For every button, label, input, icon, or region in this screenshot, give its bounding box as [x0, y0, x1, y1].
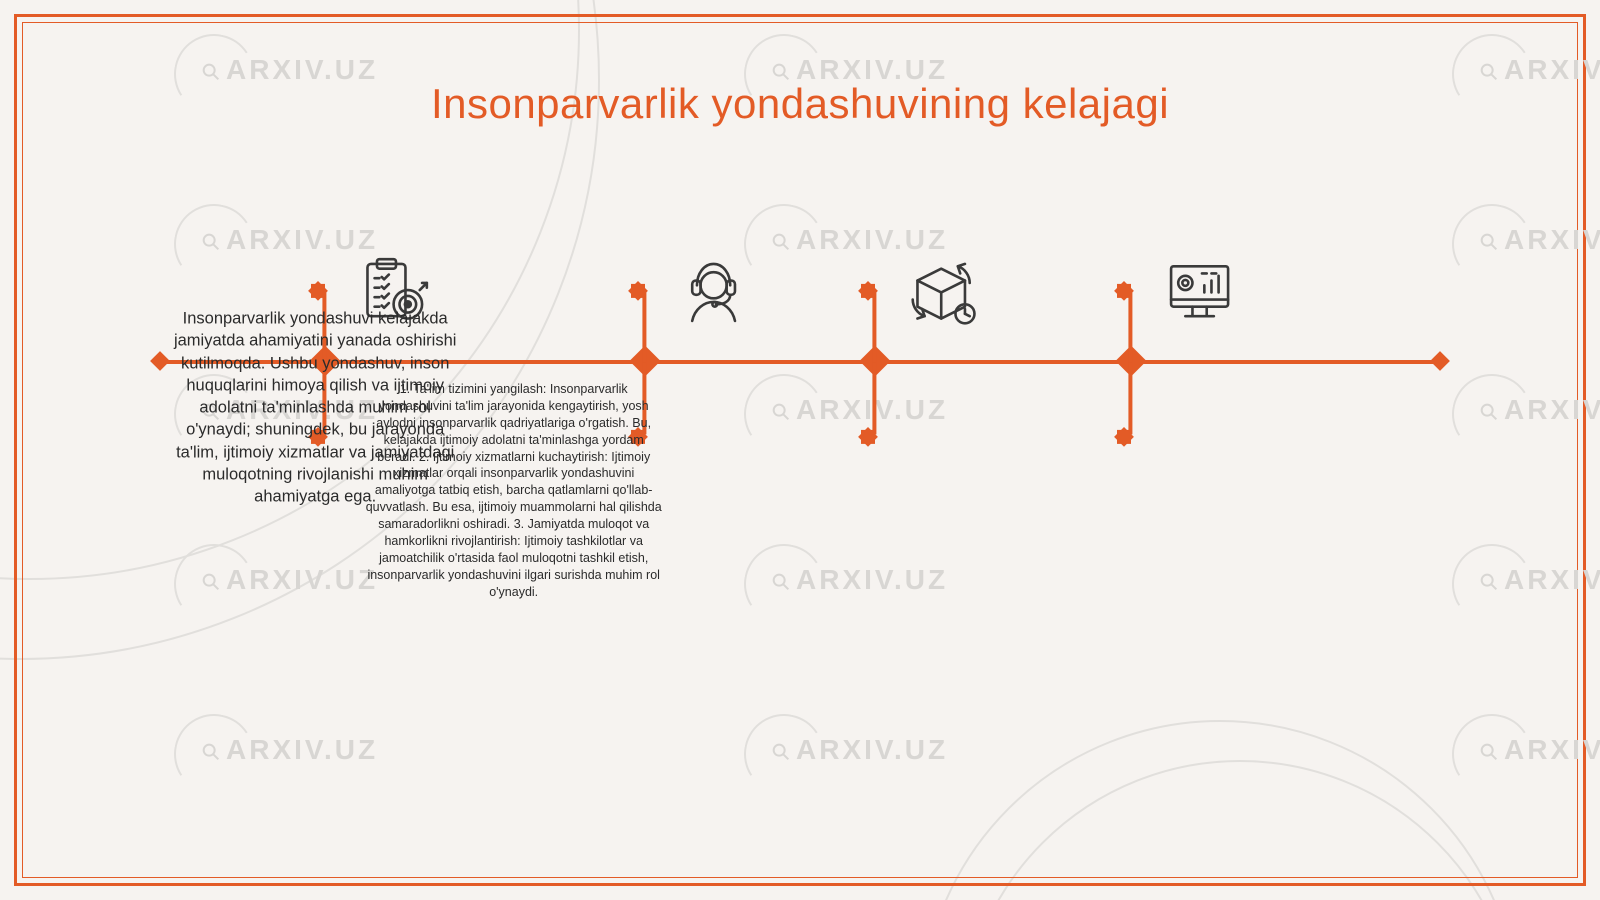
- node-cap-up: [311, 284, 325, 298]
- node-stem-up: [872, 290, 876, 362]
- node-cap-down: [861, 430, 875, 444]
- timeline-axis: Insonparvarlik yondashuvi kelajakda jami…: [160, 360, 1440, 364]
- node-stem-down: [872, 362, 876, 434]
- box-cycle-icon: [906, 254, 982, 330]
- timeline-node: Insonparvarlik yondashuvi kelajakda jami…: [309, 345, 340, 376]
- page-title: Insonparvarlik yondashuvining kelajagi: [0, 80, 1600, 128]
- node-stem-up: [1128, 290, 1132, 362]
- node-cap-up: [1117, 284, 1131, 298]
- node-stem-down: [1128, 362, 1132, 434]
- headset-person-icon: [675, 254, 751, 330]
- node-stem-up: [642, 290, 646, 362]
- slide-page: ARXIV.UZ ARXIV.UZ ARXIV.UZ ARXIV.UZ ARXI…: [0, 0, 1600, 900]
- node-cap-up: [861, 284, 875, 298]
- node-cap-down: [1117, 430, 1131, 444]
- node-text: 1. Ta'lim tizimini yangilash: Insonparva…: [363, 381, 663, 600]
- monitor-stats-icon: [1162, 254, 1238, 330]
- node-cap-up: [631, 284, 645, 298]
